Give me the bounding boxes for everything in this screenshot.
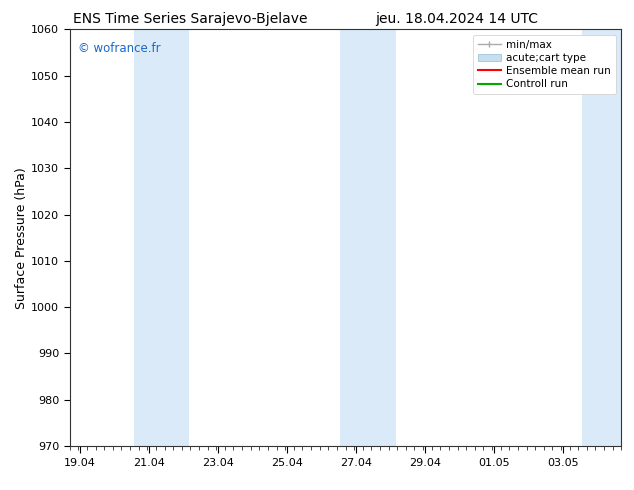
Legend: min/max, acute;cart type, Ensemble mean run, Controll run: min/max, acute;cart type, Ensemble mean …: [473, 35, 616, 95]
Text: jeu. 18.04.2024 14 UTC: jeu. 18.04.2024 14 UTC: [375, 12, 538, 26]
Y-axis label: Surface Pressure (hPa): Surface Pressure (hPa): [15, 167, 29, 309]
Text: ENS Time Series Sarajevo-Bjelave: ENS Time Series Sarajevo-Bjelave: [73, 12, 307, 26]
Bar: [340, 29, 396, 446]
Text: © wofrance.fr: © wofrance.fr: [78, 42, 160, 55]
Bar: [134, 29, 189, 446]
Bar: [581, 29, 621, 446]
